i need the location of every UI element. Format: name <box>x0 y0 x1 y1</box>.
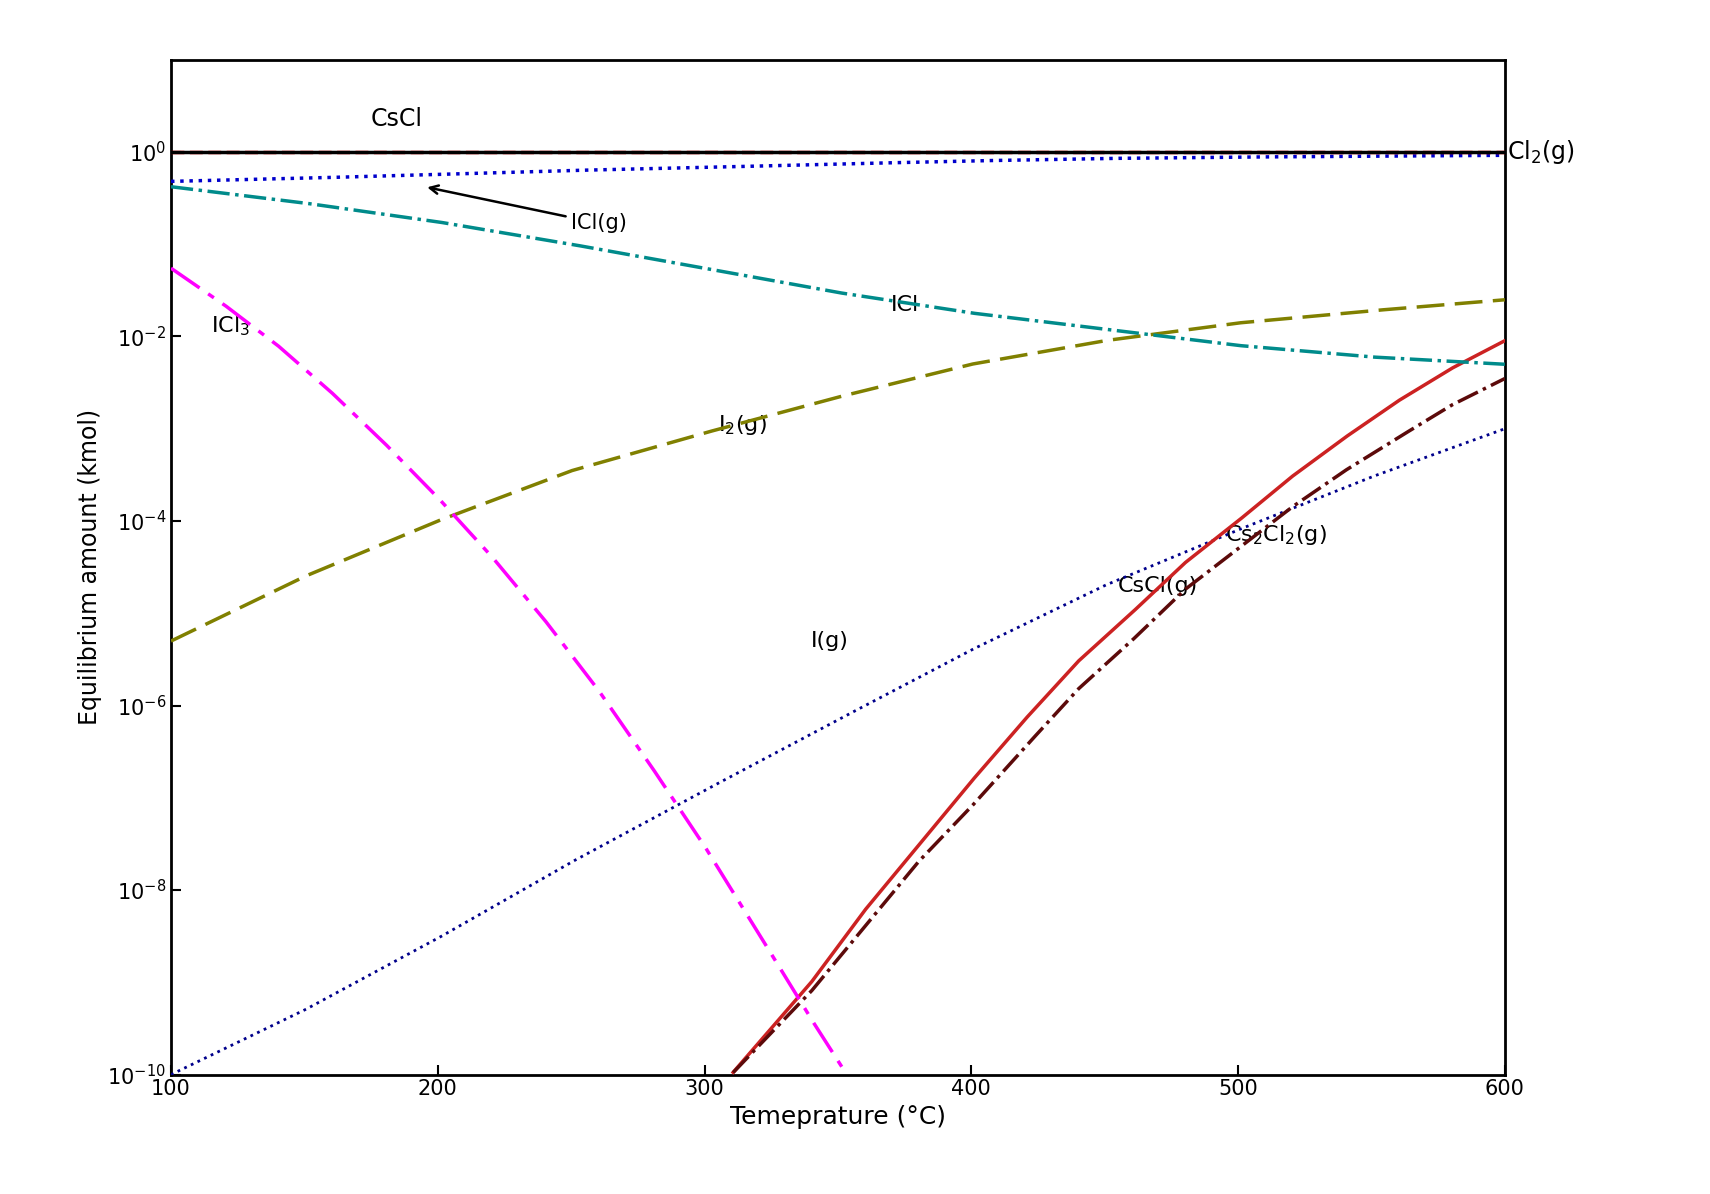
Text: CsCl(g): CsCl(g) <box>1118 576 1199 596</box>
Text: Cs$_2$Cl$_2$(g): Cs$_2$Cl$_2$(g) <box>1224 523 1327 547</box>
Text: ICl(g): ICl(g) <box>429 185 628 233</box>
Y-axis label: Equilibrium amount (kmol): Equilibrium amount (kmol) <box>79 410 103 725</box>
X-axis label: Temeprature (°C): Temeprature (°C) <box>730 1104 946 1130</box>
Text: I(g): I(g) <box>811 632 850 651</box>
Text: Cl$_2$(g): Cl$_2$(g) <box>1508 139 1575 166</box>
Text: ICl: ICl <box>891 295 920 315</box>
Text: ICl$_3$: ICl$_3$ <box>210 314 250 338</box>
Text: I$_2$(g): I$_2$(g) <box>718 413 766 437</box>
Text: CsCl: CsCl <box>371 106 422 130</box>
